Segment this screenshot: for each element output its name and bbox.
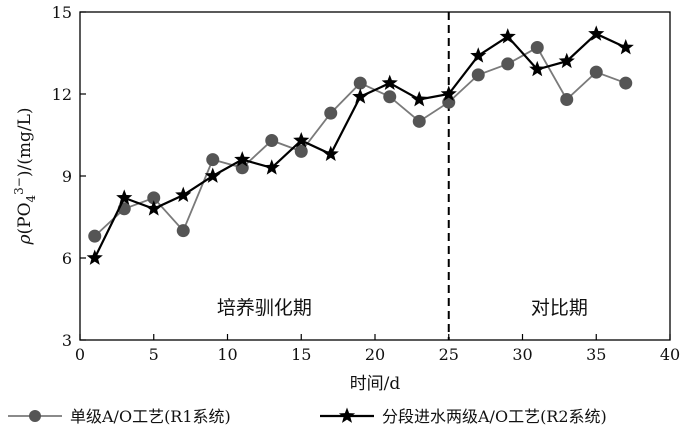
- r2-data-point: [204, 167, 221, 183]
- r2-data-point: [440, 85, 457, 101]
- r2-data-point: [499, 28, 516, 44]
- x-tick-label: 15: [291, 345, 311, 364]
- x-tick-label: 10: [217, 345, 237, 364]
- legend-marker-r1: [29, 410, 41, 422]
- r2-data-point: [381, 74, 398, 90]
- x-tick-label: 5: [149, 345, 159, 364]
- r1-data-point: [530, 41, 544, 55]
- r1-data-point: [412, 114, 426, 128]
- axes: 0 5 10 15 20 25 30 35 40 3 6 9 12 15: [52, 3, 681, 364]
- legend-label-r2: 分段进水两级A/O工艺(R2系统): [382, 407, 607, 426]
- r2-data-point: [352, 88, 369, 104]
- y-axis-title: ρ(PO43−)/(mg/L): [12, 107, 38, 245]
- y-tick-label: 12: [52, 85, 72, 104]
- r1-data-point: [589, 65, 603, 79]
- r2-data-point: [470, 47, 487, 63]
- r2-data-point: [145, 200, 162, 216]
- series-line-2: [93, 32, 627, 259]
- r2-data-point: [175, 186, 192, 203]
- period-annotation: 培养驯化期: [217, 297, 312, 319]
- r1-data-point: [265, 133, 279, 147]
- r2-data-point: [529, 60, 546, 77]
- r1-data-point: [619, 76, 633, 90]
- legend: 单级A/O工艺(R1系统) 分段进水两级A/O工艺(R2系统): [8, 407, 607, 426]
- r2-data-point: [411, 90, 428, 107]
- r1-data-point: [206, 153, 220, 167]
- r2-data-point: [116, 189, 133, 205]
- r1-data-point: [176, 224, 190, 238]
- y-tick-label: 3: [62, 331, 72, 350]
- legend-label-r1: 单级A/O工艺(R1系统): [70, 407, 231, 426]
- x-tick-label: 30: [512, 345, 532, 364]
- r2-data-point: [322, 145, 339, 162]
- r1-data-point: [560, 92, 574, 106]
- r1-data-point: [324, 106, 338, 120]
- plot-frame: [79, 11, 671, 341]
- legend-marker-r2: [338, 407, 356, 423]
- r1-data-point: [353, 76, 367, 90]
- r1-data-point: [501, 57, 515, 71]
- r1-data-point: [294, 144, 308, 158]
- r2-data-point: [234, 151, 251, 167]
- x-tick-label: 20: [365, 345, 385, 364]
- x-tick-label: 35: [586, 345, 606, 364]
- x-tick-label: 40: [660, 345, 680, 364]
- r2-data-point: [558, 52, 575, 69]
- y-tick-label: 9: [62, 167, 72, 186]
- y-tick-label: 15: [52, 3, 72, 22]
- plot-area: [86, 12, 634, 340]
- y-tick-label: 6: [62, 249, 72, 268]
- r2-data-point: [617, 39, 634, 55]
- x-tick-label: 25: [439, 345, 459, 364]
- r1-data-point: [471, 68, 485, 82]
- series-line-1: [94, 46, 627, 237]
- period-annotation: 对比期: [531, 297, 588, 319]
- x-tick-label: 0: [75, 345, 85, 364]
- r2-data-point: [293, 131, 310, 148]
- r1-data-point: [383, 90, 397, 104]
- r1-data-point: [88, 229, 102, 243]
- r2-data-point: [86, 249, 103, 265]
- r2-data-point: [588, 25, 605, 41]
- r2-data-point: [263, 159, 280, 175]
- x-axis-title: 时间/d: [350, 374, 401, 394]
